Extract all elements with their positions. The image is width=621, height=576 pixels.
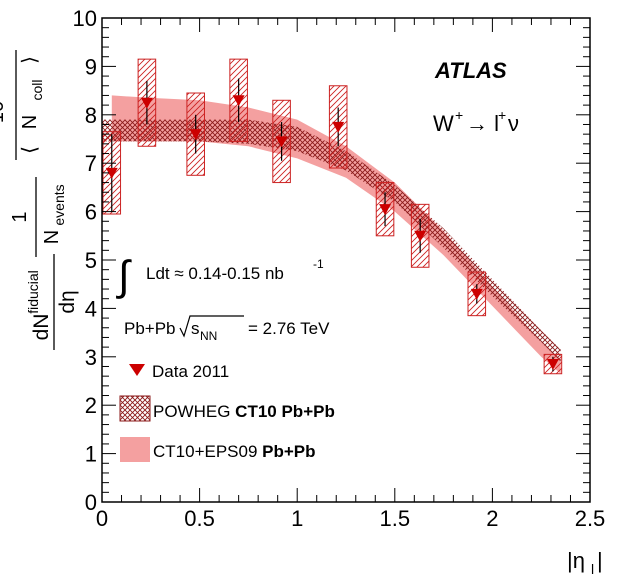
x-tick-label: 0.5	[184, 506, 215, 531]
y-tick-label: 6	[85, 200, 97, 225]
integral-icon: ∫	[116, 252, 132, 299]
y-tick-label: 8	[85, 103, 97, 128]
y-label-rangle: ⟩	[19, 56, 41, 64]
svg-text:+: +	[498, 107, 506, 123]
sqrt-icon	[179, 315, 244, 338]
svg-text:Ldt ≈ 0.14-0.15 nb: Ldt ≈ 0.14-0.15 nb	[146, 264, 284, 283]
legend: Data 2011 POWHEG CT10 Pb+Pb CT10+EPS09 P…	[119, 362, 335, 462]
data-point	[379, 204, 392, 216]
x-label-l: l	[591, 561, 594, 576]
data-point	[140, 97, 153, 109]
legend-filled-swatch	[120, 437, 150, 462]
svg-text:Pb+Pb: Pb+Pb	[124, 319, 176, 338]
svg-text:ν: ν	[508, 111, 519, 136]
axis-ticks: 0 0.5 1 1.5 2 2.5 0 1 2 3 4 5 6 7 8 9 10	[73, 6, 606, 531]
atlas-label: ATLAS	[434, 58, 507, 83]
y-axis-label: dN fiducial dη 1 N events 10 9 ⟨ N coll …	[0, 50, 79, 350]
y-tick-label: 0	[85, 490, 97, 515]
data-point	[332, 121, 345, 133]
legend-entry-powheg: POWHEG CT10 Pb+Pb	[119, 395, 335, 422]
x-tick-label: 1	[291, 506, 303, 531]
y-tick-label: 3	[85, 345, 97, 370]
y-tick-label: 5	[85, 248, 97, 273]
svg-text:W: W	[433, 111, 454, 136]
data-point	[232, 95, 245, 107]
y-tick-label: 9	[85, 54, 97, 79]
y-label-one: 1	[9, 211, 31, 222]
legend-triangle-marker	[129, 364, 145, 376]
x-tick-label: 1.5	[380, 506, 411, 531]
svg-text:NN: NN	[200, 329, 217, 343]
y-tick-label: 2	[85, 393, 97, 418]
svg-text:POWHEG CT10 Pb+Pb: POWHEG CT10 Pb+Pb	[153, 402, 335, 421]
data-point	[470, 288, 483, 300]
data-point	[275, 136, 288, 148]
x-axis-label: |η l |	[567, 548, 603, 576]
svg-text:+: +	[455, 107, 463, 123]
y-tick-label: 7	[85, 151, 97, 176]
x-label-bar: |	[597, 548, 603, 573]
data-points	[105, 78, 559, 372]
y-label-dn: dN	[30, 314, 53, 341]
y-label-events: events	[51, 184, 67, 225]
svg-text:-1: -1	[313, 257, 324, 271]
legend-crosshatch-swatch	[119, 395, 151, 422]
y-label-ncoll-n: N	[19, 115, 41, 129]
legend-entry-data: Data 2011	[129, 362, 229, 381]
y-label-coll: coll	[29, 79, 45, 100]
y-tick-label: 1	[85, 442, 97, 467]
x-label-eta: |η	[567, 548, 585, 573]
y-tick-label: 4	[85, 296, 97, 321]
data-point	[105, 167, 118, 179]
svg-text:→ l: → l	[466, 111, 499, 136]
y-label-n: N	[41, 230, 63, 244]
x-tick-label: 2.5	[575, 506, 606, 531]
legend-entry-eps09: CT10+EPS09 Pb+Pb	[120, 437, 316, 462]
y-label-deta: dη	[56, 290, 79, 313]
legend-label-data: Data 2011	[152, 362, 229, 381]
luminosity-label: ∫ Ldt ≈ 0.14-0.15 nb -1	[116, 252, 324, 299]
x-tick-label: 0	[96, 506, 108, 531]
x-tick-label: 2	[486, 506, 498, 531]
process-label: W + → l + ν	[433, 107, 519, 136]
y-label-ten: 10	[0, 101, 8, 123]
y-label-langle: ⟨	[19, 146, 41, 154]
y-tick-label: 10	[73, 6, 97, 31]
data-point	[189, 129, 202, 141]
svg-text:CT10+EPS09 Pb+Pb: CT10+EPS09 Pb+Pb	[153, 442, 316, 461]
svg-text:s: s	[191, 319, 200, 338]
data-point	[414, 230, 427, 242]
data-point	[546, 359, 559, 371]
system-label: Pb+Pb s NN = 2.76 TeV	[124, 315, 330, 343]
y-label-fiducial: fiducial	[25, 270, 41, 314]
svg-text:= 2.76 TeV: = 2.76 TeV	[248, 319, 330, 338]
